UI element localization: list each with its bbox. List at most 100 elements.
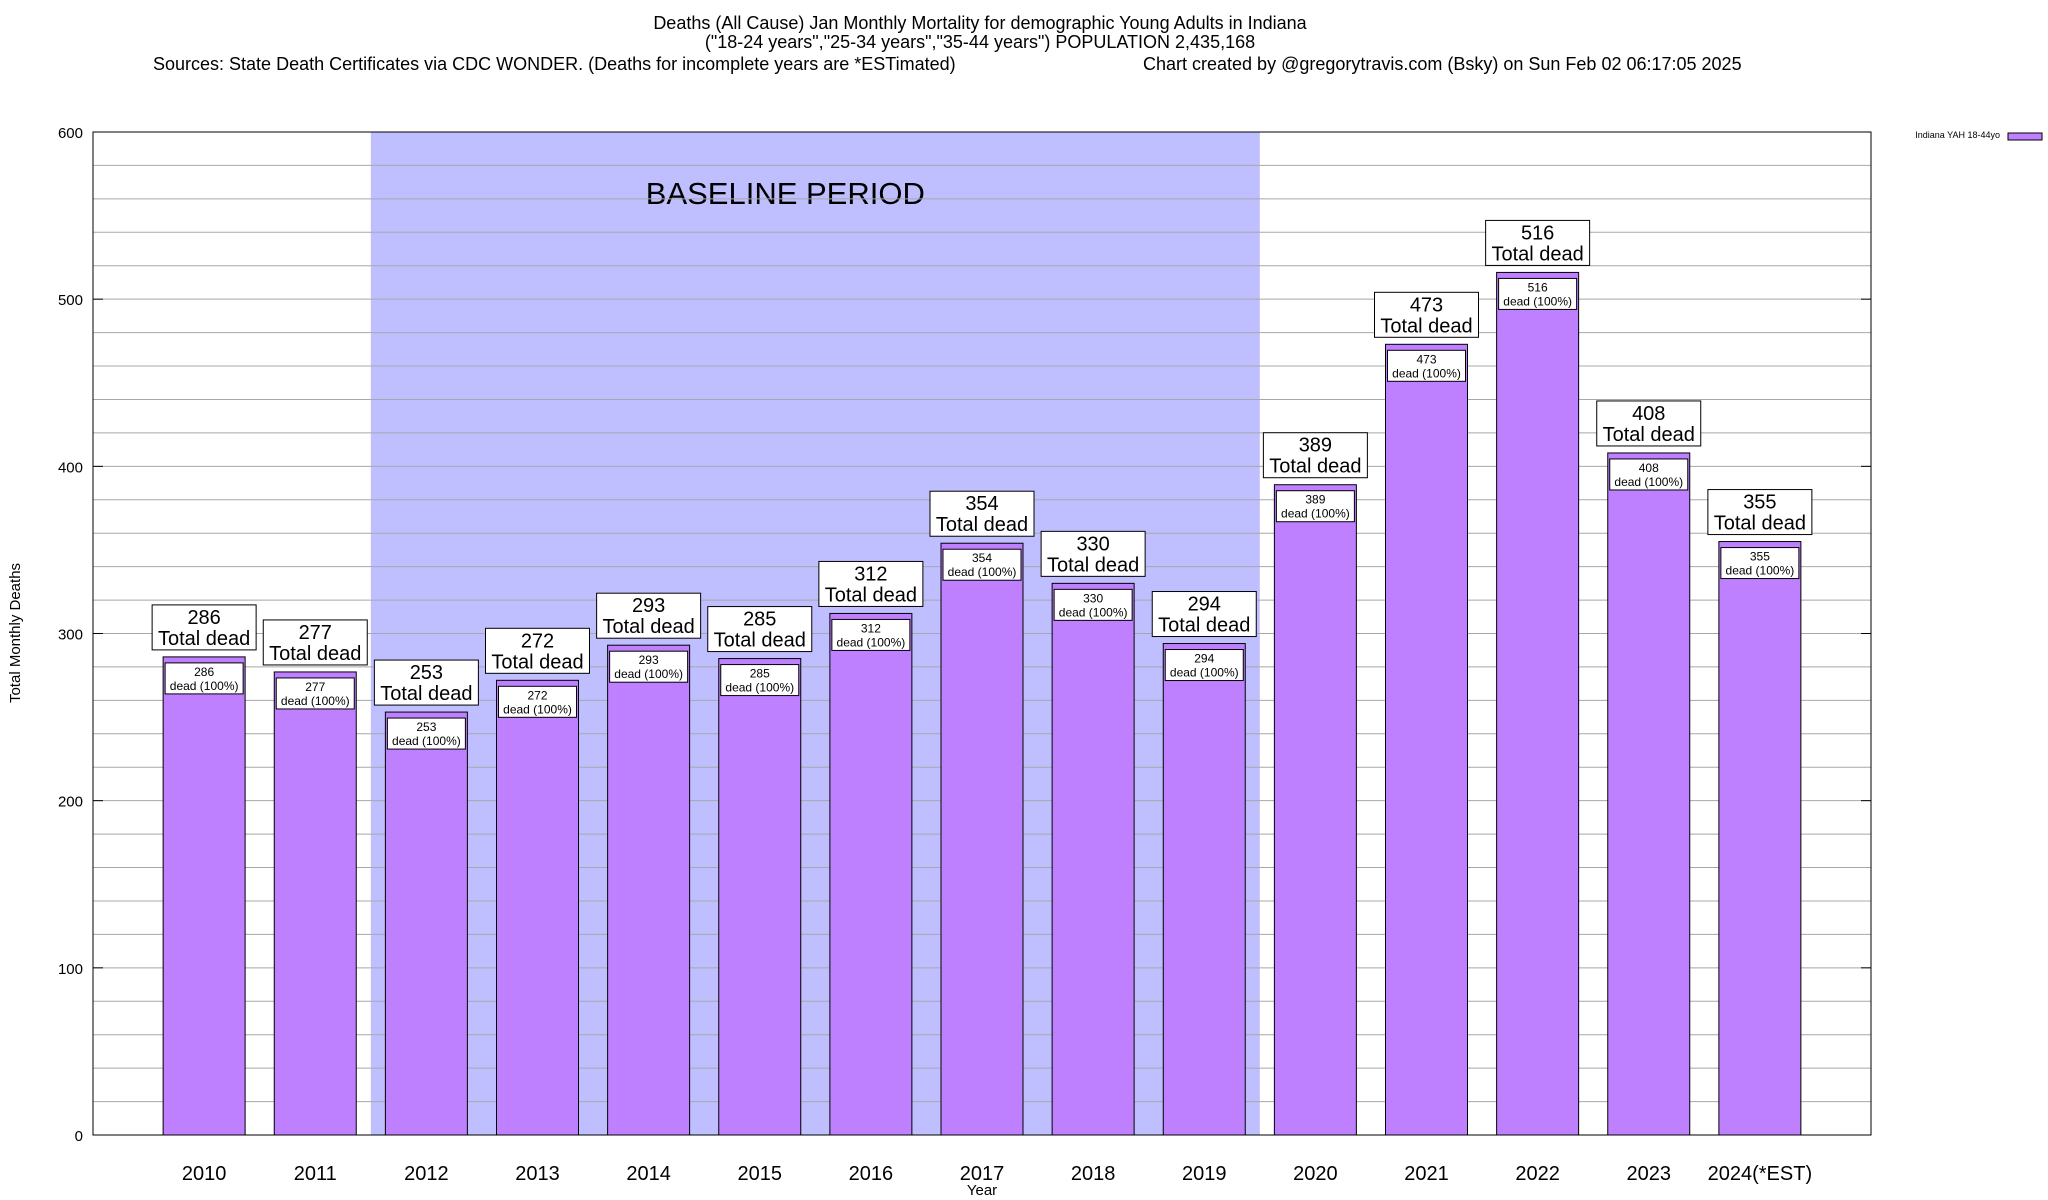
bar-inner-percent: dead (100%) [1059, 605, 1128, 619]
bar [1273, 484, 1357, 1136]
bar [162, 656, 246, 1136]
bar-total-label-box [1485, 219, 1591, 266]
x-tick-label: 2021 [1404, 1163, 1449, 1185]
bar-total-label-box [818, 560, 924, 607]
bar-inner-value: 408 [1639, 461, 1659, 475]
bar-inner-value: 389 [1305, 493, 1325, 507]
x-tick-label: 2017 [960, 1163, 1005, 1185]
bar-inner-percent: dead (100%) [392, 734, 461, 748]
bar-inner-percent: dead (100%) [725, 681, 794, 695]
bar [1385, 343, 1468, 1136]
legend-label: Indiana YAH 18-44yo [1915, 130, 2000, 140]
bar-total-label: Total dead [936, 514, 1028, 536]
x-tick-label: 2011 [294, 1163, 337, 1185]
bar-total-label-box [1151, 591, 1257, 638]
bar-total-value: 272 [521, 630, 554, 652]
bar-total-label-box [1040, 530, 1146, 577]
bar-total-value: 285 [743, 609, 776, 631]
bar-total-label-box [596, 592, 702, 639]
bar-total-value: 355 [1743, 492, 1776, 514]
bar [607, 644, 691, 1136]
bar-total-value: 354 [965, 493, 998, 515]
bar-inner-percent: dead (100%) [1503, 294, 1572, 308]
bar-total-label-box [485, 627, 590, 674]
y-axis-label: Total Monthly Deaths [7, 563, 24, 703]
x-tick-label: 2016 [849, 1163, 894, 1185]
bar [1718, 541, 1802, 1136]
bar-inner-value: 473 [1416, 352, 1436, 366]
bar-inner-value: 354 [972, 551, 992, 565]
bar-total-label-box [373, 659, 479, 706]
x-tick-label: 2015 [738, 1163, 783, 1185]
bar-total-label: Total dead [602, 616, 694, 638]
bar [273, 671, 357, 1136]
bar [940, 542, 1024, 1136]
bar-inner-percent: dead (100%) [1170, 666, 1239, 680]
bar-total-label: Total dead [714, 630, 806, 652]
x-tick-label: 2010 [182, 1163, 227, 1185]
bar-inner-label-box [609, 650, 689, 683]
bar-inner-label-box [1609, 458, 1689, 491]
chart-sources: Sources: State Death Certificates via CD… [153, 54, 956, 74]
x-tick-label: 2024(*EST) [1708, 1163, 1813, 1185]
bar-inner-percent: dead (100%) [170, 679, 239, 693]
bar-inner-percent: dead (100%) [1614, 475, 1683, 489]
x-axis-label: Year [967, 1182, 997, 1199]
bar-inner-label-box [1053, 588, 1133, 621]
bar-total-label-box [1374, 291, 1479, 338]
x-tick-label: 2023 [1627, 1163, 1672, 1185]
chart-title-line-2: ("18-24 years","25-34 years","35-44 year… [705, 32, 1255, 52]
bar-inner-label-box [1387, 349, 1466, 382]
baseline-period-label: BASELINE PERIOD [646, 176, 925, 211]
bar [1051, 582, 1135, 1136]
bar-inner-percent: dead (100%) [281, 694, 350, 708]
bar-inner-percent: dead (100%) [948, 565, 1017, 579]
bar-total-label: Total dead [380, 683, 472, 705]
y-tick-label: 100 [58, 961, 83, 978]
y-tick-label: 200 [58, 794, 83, 811]
bar-inner-value: 293 [639, 653, 659, 667]
bar-inner-label-box [1164, 649, 1244, 682]
bar-total-label: Total dead [1491, 243, 1583, 265]
bar-total-value: 330 [1076, 533, 1109, 555]
bar-inner-value: 277 [305, 680, 325, 694]
bar-inner-value: 355 [1750, 550, 1770, 564]
bar-total-label: Total dead [1714, 513, 1806, 535]
bar-inner-value: 294 [1194, 652, 1214, 666]
bar [829, 612, 913, 1136]
bar-inner-label-box [720, 664, 800, 697]
axes: 0 100 200 300 400 500 600 2010 2011 2012 2013 2014 2… [58, 125, 1871, 1185]
x-tick-label: 2020 [1293, 1163, 1338, 1185]
bar [496, 679, 579, 1136]
bar-inner-percent: dead (100%) [614, 667, 683, 681]
bar-inner-value: 285 [750, 667, 770, 681]
x-tick-label: 2013 [515, 1163, 560, 1185]
bar-total-label-box [1596, 400, 1702, 447]
bar-total-label-box [1707, 489, 1813, 536]
bar-total-label-box [1262, 432, 1368, 479]
bar-inner-label-box [1275, 490, 1355, 523]
bar [1496, 271, 1580, 1136]
bar-total-label: Total dead [1047, 554, 1139, 576]
bar-inner-value: 253 [416, 720, 436, 734]
bar-inner-percent: dead (100%) [837, 635, 906, 649]
bar-total-label: Total dead [269, 643, 361, 665]
bar-inner-value: 272 [527, 688, 547, 702]
bar-total-label-box [262, 619, 368, 666]
bar-total-value: 293 [632, 595, 665, 617]
bar-inner-label-box [275, 677, 355, 710]
bar-inner-value: 330 [1083, 591, 1103, 605]
bar-total-value: 253 [410, 662, 443, 684]
bar-inner-label-box [942, 548, 1022, 581]
bar-total-value: 408 [1632, 403, 1665, 425]
y-tick-label: 400 [58, 459, 83, 476]
bar [718, 658, 802, 1136]
bar-total-value: 473 [1410, 294, 1443, 316]
bar-total-value: 294 [1188, 594, 1221, 616]
bar-total-value: 286 [187, 607, 220, 629]
bar-inner-percent: dead (100%) [503, 702, 572, 716]
bar-total-label: Total dead [1158, 615, 1250, 637]
bar-total-value: 277 [299, 622, 332, 644]
bars [162, 271, 1802, 1136]
